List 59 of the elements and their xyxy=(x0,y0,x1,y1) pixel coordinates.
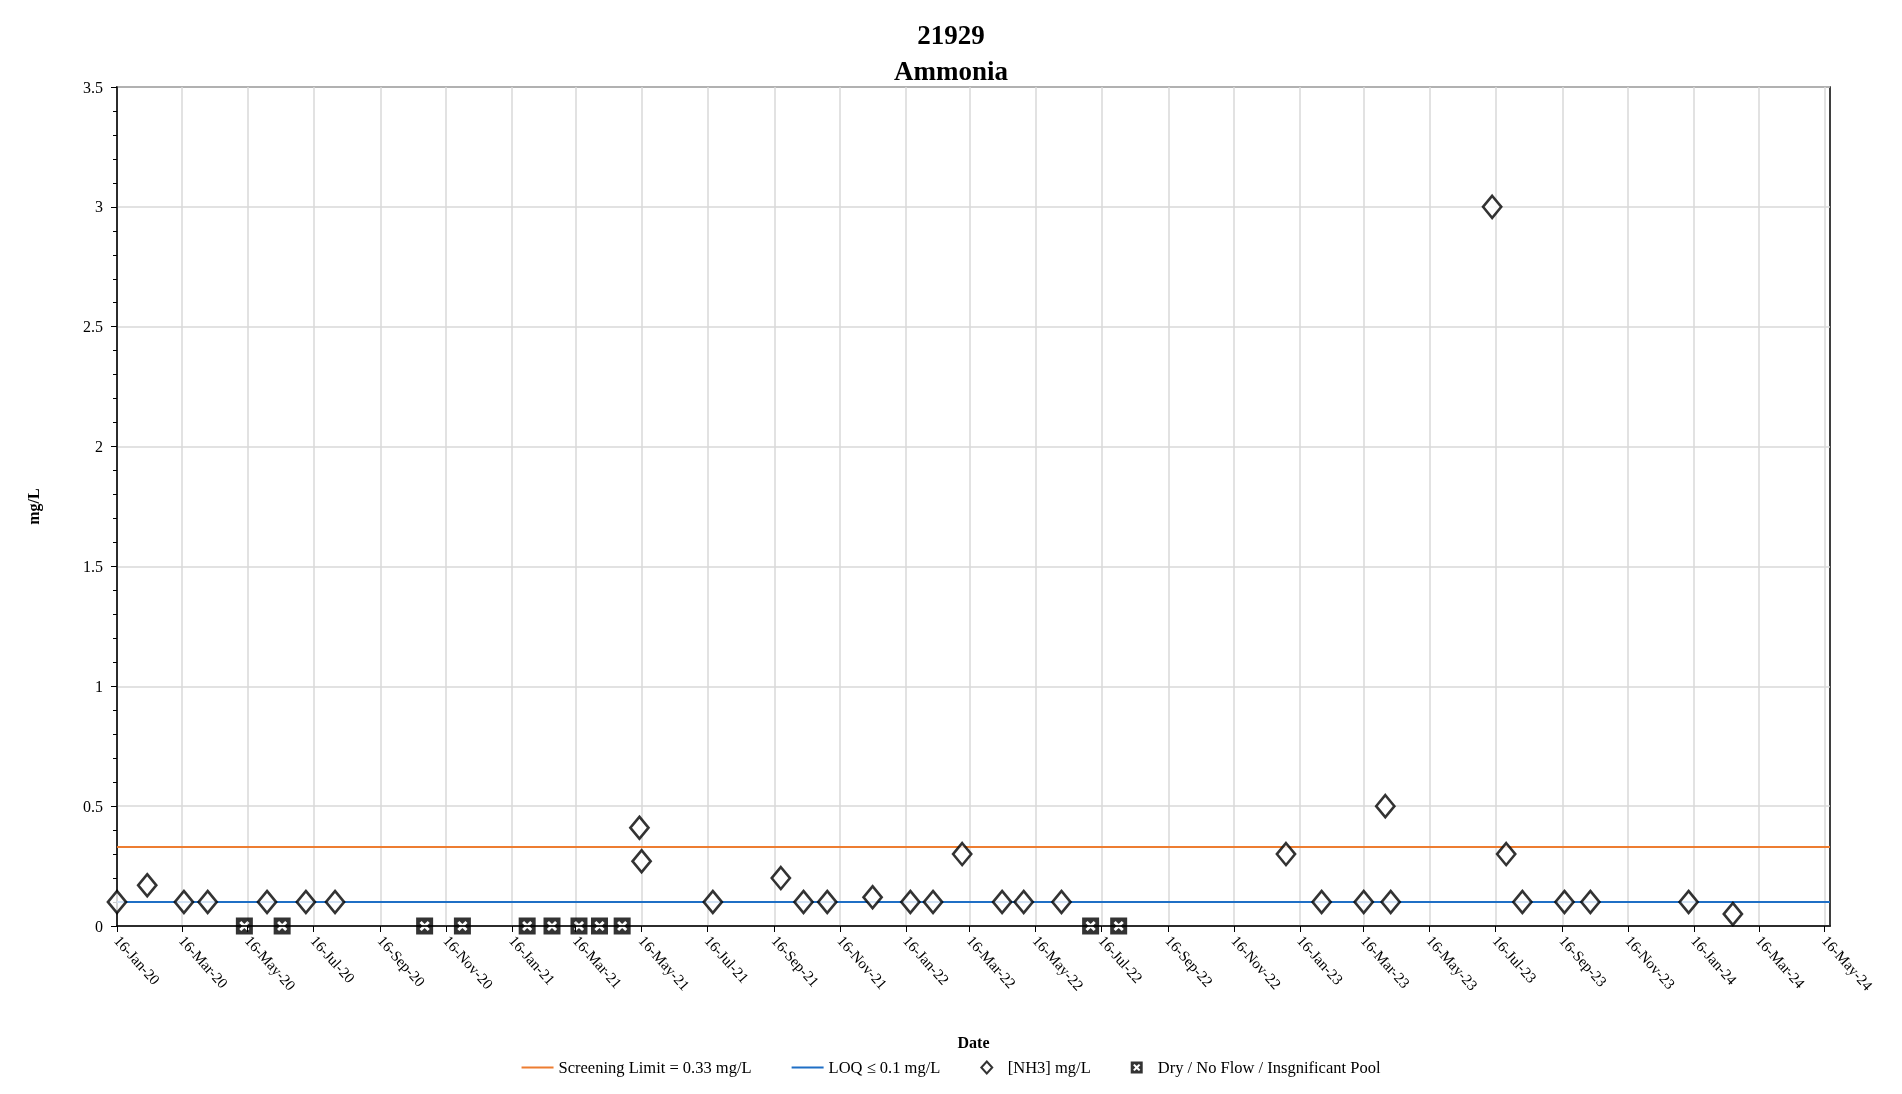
point xyxy=(1275,841,1297,867)
chart-subtitle: Ammonia xyxy=(894,56,1009,86)
point xyxy=(1722,901,1744,927)
y-tick-label: 1.5 xyxy=(83,557,103,575)
point xyxy=(816,889,838,915)
point xyxy=(991,889,1013,915)
point xyxy=(1311,889,1332,915)
point xyxy=(324,889,346,915)
point xyxy=(1374,793,1396,819)
legend-label: [NH3] mg/L xyxy=(1007,1058,1091,1077)
point xyxy=(518,917,536,935)
point xyxy=(951,841,973,867)
point xyxy=(922,889,944,915)
point xyxy=(1678,889,1699,915)
y-tick-label: 2 xyxy=(95,438,103,456)
y-tick-label: 2.5 xyxy=(83,318,103,336)
y-tick-label: 3.5 xyxy=(83,78,103,96)
point xyxy=(770,865,792,891)
point xyxy=(273,917,291,935)
point xyxy=(235,917,253,935)
legend-label: Dry / No Flow / Insgnificant Pool xyxy=(1157,1058,1381,1077)
point xyxy=(197,889,219,915)
point xyxy=(899,889,921,915)
point xyxy=(1380,889,1402,915)
point xyxy=(256,889,278,915)
point xyxy=(106,889,128,915)
point xyxy=(629,815,650,841)
point xyxy=(862,884,883,910)
y-axis-title: mg/L xyxy=(24,488,43,525)
point xyxy=(1082,917,1100,935)
x-axis-title: Date xyxy=(957,1033,990,1051)
legend-label: LOQ ≤ 0.1 mg/L xyxy=(828,1058,941,1077)
point xyxy=(702,889,724,915)
point xyxy=(136,872,158,898)
point xyxy=(613,917,631,935)
point xyxy=(1481,194,1503,220)
point xyxy=(1579,889,1601,915)
point xyxy=(1110,917,1128,935)
point xyxy=(1511,889,1533,915)
chart-title: 21929 xyxy=(917,20,985,50)
point xyxy=(570,917,588,935)
point xyxy=(1495,841,1517,867)
point xyxy=(631,848,652,874)
legend-label: Screening Limit = 0.33 mg/L xyxy=(558,1058,752,1077)
point xyxy=(453,917,471,935)
y-tick-label: 1 xyxy=(95,677,103,695)
point xyxy=(1051,889,1072,915)
point xyxy=(543,917,561,935)
point xyxy=(590,917,608,935)
point xyxy=(1554,889,1575,915)
point xyxy=(173,889,195,915)
point xyxy=(793,889,814,915)
y-tick-label: 0.5 xyxy=(83,797,103,815)
y-tick-label: 0 xyxy=(95,917,103,935)
point xyxy=(1353,889,1375,915)
point xyxy=(1013,889,1035,915)
point xyxy=(295,889,317,915)
point xyxy=(416,917,434,935)
y-tick-label: 3 xyxy=(95,198,103,216)
